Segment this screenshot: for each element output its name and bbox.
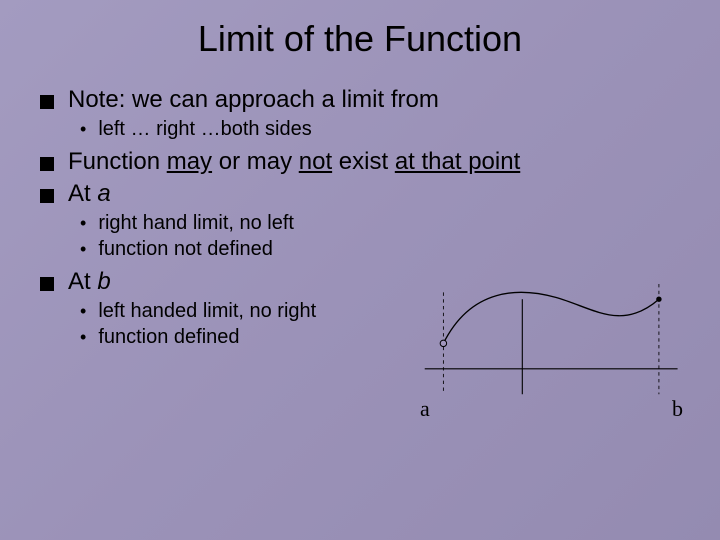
bullet-text: At b <box>68 268 111 296</box>
bullet-at-a: At a <box>40 180 720 208</box>
square-bullet-icon <box>40 157 54 171</box>
dot-bullet-icon: • <box>80 119 86 140</box>
bullet-note: Note: we can approach a limit from <box>40 86 720 114</box>
sub-bullet-text: right hand limit, no left <box>98 212 294 235</box>
sub-bullet-text: left … right …both sides <box>98 118 311 141</box>
graph-label-a: a <box>420 396 430 422</box>
dot-bullet-icon: • <box>80 239 86 260</box>
dot-bullet-icon: • <box>80 213 86 234</box>
dot-bullet-icon: • <box>80 327 86 348</box>
bullet-text: At a <box>68 180 111 208</box>
sub-bullet-at-a-1: • right hand limit, no left <box>80 212 720 235</box>
bullet-text: Function may or may not exist at that po… <box>68 148 520 176</box>
limit-graph: a b <box>402 278 702 478</box>
square-bullet-icon <box>40 189 54 203</box>
sub-bullet-text: function not defined <box>98 238 273 261</box>
dot-bullet-icon: • <box>80 301 86 322</box>
square-bullet-icon <box>40 95 54 109</box>
bullet-text: Note: we can approach a limit from <box>68 86 439 114</box>
sub-bullet-text: function defined <box>98 326 239 349</box>
graph-label-b: b <box>672 396 683 422</box>
bullet-function-exist: Function may or may not exist at that po… <box>40 148 720 176</box>
sub-bullet-note: • left … right …both sides <box>80 118 720 141</box>
page-title: Limit of the Function <box>0 0 720 86</box>
graph-svg <box>402 278 702 418</box>
sub-bullet-text: left handed limit, no right <box>98 300 316 323</box>
sub-bullet-at-a-2: • function not defined <box>80 238 720 261</box>
square-bullet-icon <box>40 277 54 291</box>
